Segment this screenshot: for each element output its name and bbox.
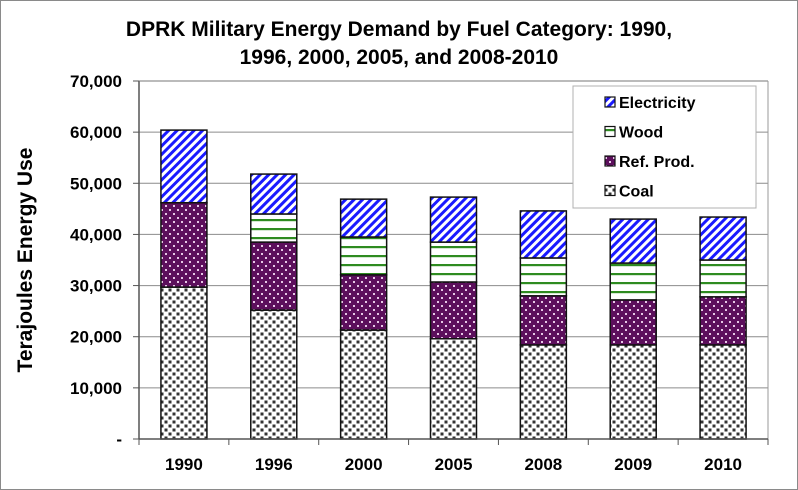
- bar-ref-prod-2009: [609, 299, 657, 346]
- legend-swatch-electricity: [604, 96, 616, 108]
- bar-ref-prod-2010: [699, 296, 747, 346]
- y-axis-label: Terajoules Energy Use: [14, 148, 37, 373]
- y-tick-label: -: [116, 430, 122, 449]
- y-tick-label: 70,000: [70, 72, 122, 91]
- legend-item-electricity: Electricity: [604, 95, 696, 112]
- bar-electricity-2005: [429, 196, 478, 243]
- legend-box: [572, 85, 757, 209]
- x-tick-label: 2000: [345, 455, 383, 474]
- bar-wood-2010: [699, 259, 747, 298]
- axes: [138, 80, 769, 440]
- y-tick-label: 20,000: [70, 328, 122, 347]
- legend-swatch-wood: [604, 125, 616, 138]
- bar-coal-1990: [160, 286, 208, 440]
- bar-wood-2005: [429, 241, 478, 283]
- bar-electricity-2009: [609, 218, 657, 264]
- bar-coal-2009: [609, 344, 657, 440]
- y-tick-label: 10,000: [70, 379, 122, 398]
- bar-wood-2009: [609, 262, 657, 301]
- bar-ref-prod-2008: [519, 295, 568, 346]
- x-axis-ticks: 1990 1996 2000 2005 2008 2009 2010: [138, 439, 769, 474]
- legend-label-coal: Coal: [619, 184, 654, 201]
- bar-stack-1996: [250, 173, 298, 440]
- chart-title: DPRK Military Energy Demand by Fuel Cate…: [126, 18, 672, 69]
- legend-swatch-coal: [604, 184, 616, 197]
- bar-stack-2000: [339, 198, 388, 440]
- x-tick-label: 1996: [255, 455, 293, 474]
- bar-electricity-2000: [339, 198, 388, 238]
- bar-electricity-1990: [160, 129, 208, 204]
- x-tick-label: 2009: [614, 455, 652, 474]
- y-tick-label: 40,000: [70, 225, 122, 244]
- y-tick-label: 30,000: [70, 277, 122, 296]
- legend-item-coal: Coal: [604, 184, 654, 201]
- legend-swatch-ref-prod: [604, 155, 616, 167]
- legend-label-wood: Wood: [619, 125, 663, 142]
- bar-coal-1996: [250, 309, 298, 440]
- bar-electricity-1996: [250, 173, 298, 215]
- chart-title-line-1: DPRK Military Energy Demand by Fuel Cate…: [126, 18, 672, 41]
- bar-stack-2010: [699, 216, 747, 440]
- bar-ref-prod-1990: [160, 201, 208, 288]
- bar-stack-1990: [160, 129, 208, 440]
- bar-coal-2005: [429, 338, 478, 440]
- y-tick-label: 50,000: [70, 174, 122, 193]
- legend-item-ref-prod: Ref. Prod.: [604, 154, 695, 171]
- bar-wood-2000: [339, 236, 388, 276]
- bars: [160, 129, 747, 440]
- y-tick-label: 60,000: [70, 123, 122, 142]
- bar-coal-2000: [339, 329, 388, 440]
- bar-coal-2010: [699, 344, 747, 440]
- legend-item-wood: Wood: [604, 125, 663, 142]
- bar-electricity-2010: [699, 216, 747, 261]
- x-tick-label: 2008: [524, 455, 562, 474]
- x-tick-label: 1990: [165, 455, 203, 474]
- bar-ref-prod-2005: [429, 281, 478, 340]
- bar-ref-prod-1996: [250, 241, 298, 311]
- y-axis-ticks: - 10,000 20,000 30,000 40,000 50,000 60,000 70,…: [70, 72, 139, 449]
- bar-ref-prod-2000: [339, 274, 388, 331]
- bar-coal-2008: [519, 344, 568, 440]
- bar-wood-2008: [519, 257, 568, 297]
- chart-title-line-2: 1996, 2000, 2005, and 2008-2010: [240, 46, 559, 69]
- legend-label-ref-prod: Ref. Prod.: [619, 154, 695, 171]
- bar-wood-1996: [250, 213, 298, 243]
- legend-label-electricity: Electricity: [619, 95, 696, 112]
- x-tick-label: 2010: [704, 455, 742, 474]
- bar-stack-2008: [519, 210, 568, 440]
- x-tick-label: 2005: [435, 455, 473, 474]
- legend: Electricity Wood Ref. Prod. Coal: [572, 85, 757, 209]
- bar-electricity-2008: [519, 210, 568, 259]
- bar-stack-2009: [609, 218, 657, 440]
- bar-stack-2005: [429, 196, 478, 440]
